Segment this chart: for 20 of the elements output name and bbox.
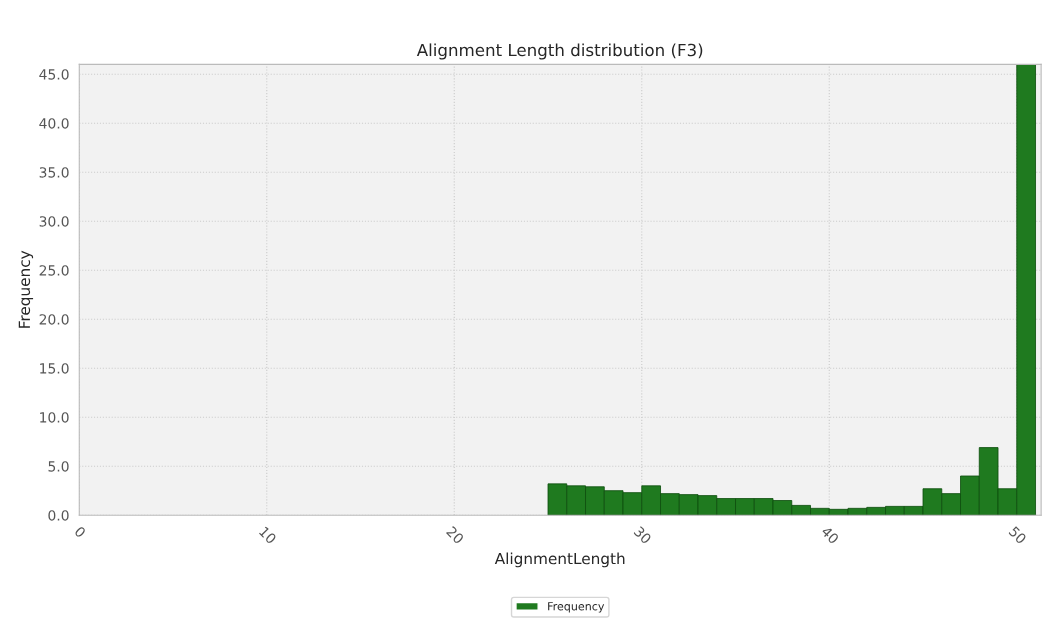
x-tick-label: 20: [445, 525, 465, 545]
y-tick-label: 0.0: [48, 510, 69, 521]
x-axis-title: AlignmentLength: [494, 552, 625, 568]
y-tick-label: 5.0: [48, 461, 69, 472]
y-tick-label: 30.0: [39, 216, 69, 227]
y-tick-label: 25.0: [39, 265, 69, 276]
legend-label: Frequency: [548, 602, 605, 613]
y-tick-label: 40.0: [39, 118, 69, 129]
x-tick-label: 40: [820, 525, 840, 545]
x-tick-label: 50: [1008, 525, 1027, 545]
x-tick-label: 30: [633, 525, 652, 545]
y-tick-label: 35.0: [39, 167, 69, 178]
y-tick-label: 45.0: [39, 69, 69, 80]
y-tick-label: 10.0: [40, 412, 69, 423]
chart-title: Alignment Length distribution (F3): [416, 43, 703, 60]
y-axis-title: Frequency: [18, 250, 34, 328]
y-tick-label: 15.0: [40, 363, 69, 374]
x-tick-label: 0: [73, 525, 87, 539]
x-tick-label: 10: [258, 526, 277, 545]
y-tick-label: 20.0: [39, 314, 69, 325]
